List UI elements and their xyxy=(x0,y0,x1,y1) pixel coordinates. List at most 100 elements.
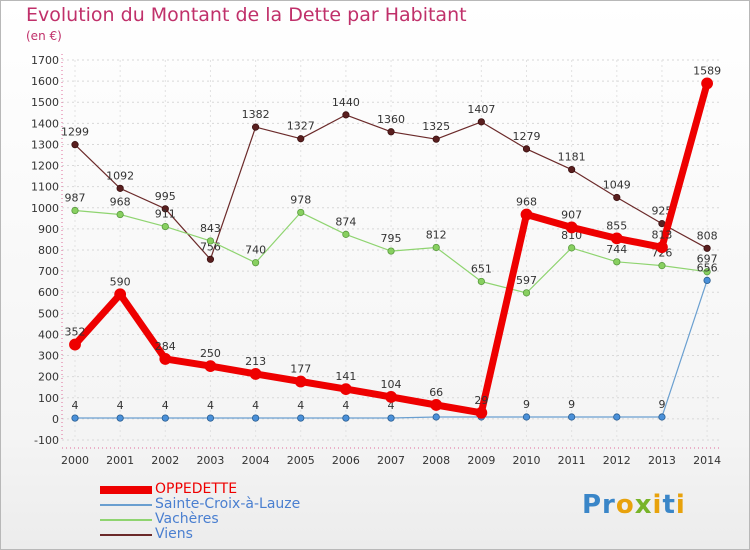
data-point-oppedette xyxy=(385,391,397,403)
data-label-vacheres: 968 xyxy=(110,196,131,209)
data-label-viens: 1440 xyxy=(332,96,360,109)
proxiti-logo: Proxiti xyxy=(582,490,686,520)
data-point-vacheres xyxy=(116,210,124,219)
x-tick-label: 2008 xyxy=(422,454,450,467)
data-point-oppedette xyxy=(430,399,443,411)
data-label-oppedette: 104 xyxy=(381,378,402,391)
data-point-sainte-croix-a-lauze xyxy=(297,414,305,422)
data-label-sainte-croix-a-lauze: 4 xyxy=(388,399,395,412)
data-point-vacheres xyxy=(342,230,350,238)
y-tick-label: 1000 xyxy=(31,202,59,215)
data-label-vacheres: 744 xyxy=(606,243,627,256)
data-point-sainte-croix-a-lauze xyxy=(252,414,260,422)
x-tick-label: 2014 xyxy=(693,454,721,467)
y-tick-label: 0 xyxy=(52,413,59,426)
x-tick-label: 2010 xyxy=(513,454,541,467)
data-point-sainte-croix-a-lauze xyxy=(342,414,350,422)
data-label-vacheres: 843 xyxy=(200,222,221,235)
data-label-viens: 1327 xyxy=(287,120,315,133)
data-label-sainte-croix-a-lauze: 4 xyxy=(72,399,79,412)
y-tick-label: 900 xyxy=(38,223,59,236)
data-label-vacheres: 651 xyxy=(471,262,492,275)
data-label-sainte-croix-a-lauze: 9 xyxy=(568,398,575,411)
data-point-sainte-croix-a-lauze xyxy=(116,414,124,422)
y-tick-label: 1400 xyxy=(31,117,59,130)
data-point-oppedette xyxy=(565,221,578,234)
data-label-oppedette: 907 xyxy=(561,208,582,221)
legend-swatch xyxy=(100,486,152,494)
legend-label: Vachères xyxy=(155,511,219,527)
data-label-viens: 925 xyxy=(651,205,672,218)
data-point-sainte-croix-a-lauze xyxy=(568,413,576,421)
data-point-viens xyxy=(206,255,215,263)
data-point-vacheres xyxy=(568,244,576,252)
data-point-vacheres xyxy=(71,206,79,215)
legend-label: Sainte-Croix-à-Lauze xyxy=(155,496,301,512)
data-label-sainte-croix-a-lauze: 9 xyxy=(658,398,665,411)
data-point-sainte-croix-a-lauze xyxy=(703,276,711,284)
x-tick-label: 2009 xyxy=(467,454,495,467)
data-point-sainte-croix-a-lauze xyxy=(522,413,531,421)
data-label-sainte-croix-a-lauze: 4 xyxy=(252,399,259,412)
data-point-sainte-croix-a-lauze xyxy=(161,414,169,422)
y-tick-label: 400 xyxy=(38,328,59,341)
data-point-oppedette xyxy=(159,353,172,365)
legend-swatch xyxy=(100,519,152,521)
data-point-oppedette xyxy=(610,232,623,245)
data-point-vacheres xyxy=(522,289,531,297)
data-label-oppedette: 66 xyxy=(429,386,443,399)
data-label-oppedette: 1589 xyxy=(693,64,721,77)
data-label-vacheres: 597 xyxy=(516,274,537,287)
data-label-oppedette: 213 xyxy=(245,355,266,368)
data-point-vacheres xyxy=(432,243,440,252)
data-label-oppedette: 141 xyxy=(335,370,356,383)
data-label-oppedette: 284 xyxy=(155,340,176,353)
legend-label: Viens xyxy=(155,526,193,542)
data-point-viens xyxy=(387,128,395,136)
chart-unit-label: (en €) xyxy=(26,29,62,43)
data-label-viens: 808 xyxy=(697,229,718,242)
data-label-sainte-croix-a-lauze: 4 xyxy=(117,399,124,412)
data-point-viens xyxy=(703,244,711,252)
legend-swatch xyxy=(100,534,152,536)
data-point-viens xyxy=(432,135,440,143)
data-label-viens: 1407 xyxy=(467,103,495,116)
x-tick-label: 2003 xyxy=(196,454,224,467)
legend-label: OPPEDETTE xyxy=(155,481,238,497)
data-label-sainte-croix-a-lauze: 9 xyxy=(523,398,530,411)
data-point-viens xyxy=(568,165,576,174)
data-label-viens: 1360 xyxy=(377,113,405,126)
y-tick-label: 100 xyxy=(38,392,59,405)
y-tick-label: 700 xyxy=(38,265,59,278)
data-label-oppedette: 813 xyxy=(651,228,672,241)
data-point-vacheres xyxy=(161,222,169,231)
data-point-viens xyxy=(297,135,305,143)
data-point-viens xyxy=(477,118,485,126)
x-tick-label: 2004 xyxy=(242,454,270,467)
y-tick-label: 600 xyxy=(38,286,59,299)
x-tick-label: 2011 xyxy=(558,454,586,467)
data-label-viens: 1279 xyxy=(513,130,541,143)
data-label-oppedette: 590 xyxy=(110,275,131,288)
data-point-oppedette xyxy=(339,383,352,396)
y-tick-label: 800 xyxy=(38,244,59,257)
data-label-viens: 1382 xyxy=(242,108,270,121)
data-label-sainte-croix-a-lauze: 4 xyxy=(342,399,349,412)
data-label-vacheres: 697 xyxy=(697,253,718,266)
data-point-viens xyxy=(613,193,621,202)
data-point-oppedette xyxy=(69,338,81,351)
legend-swatch xyxy=(100,504,152,506)
data-label-vacheres: 740 xyxy=(245,244,266,257)
data-label-vacheres: 911 xyxy=(155,208,176,221)
data-point-sainte-croix-a-lauze xyxy=(387,414,395,422)
data-point-sainte-croix-a-lauze xyxy=(71,414,79,422)
data-point-viens xyxy=(342,111,350,119)
data-label-viens: 1299 xyxy=(61,126,89,139)
data-label-viens: 1325 xyxy=(422,120,450,133)
data-point-viens xyxy=(522,145,531,153)
data-label-sainte-croix-a-lauze: 4 xyxy=(207,399,214,412)
y-tick-label: 200 xyxy=(38,371,59,384)
data-label-sainte-croix-a-lauze: 656 xyxy=(697,261,718,274)
data-point-viens xyxy=(116,184,124,192)
data-point-vacheres xyxy=(297,208,305,217)
